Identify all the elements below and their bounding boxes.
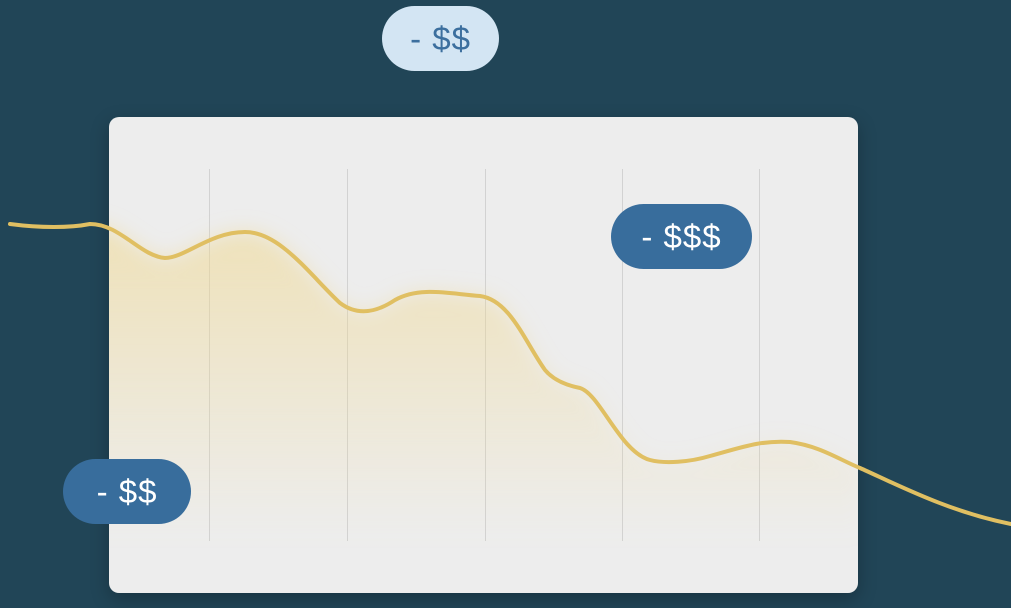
price-tag-top-label: - $$ bbox=[410, 19, 471, 57]
price-tag-right-label: - $$$ bbox=[641, 217, 722, 255]
grid-line bbox=[209, 169, 210, 541]
price-tag-left: - $$ bbox=[63, 459, 191, 524]
chart-card bbox=[109, 117, 858, 593]
grid-line bbox=[759, 169, 760, 541]
price-tag-top: - $$ bbox=[382, 6, 499, 71]
price-tag-right: - $$$ bbox=[611, 204, 752, 269]
grid-line bbox=[485, 169, 486, 541]
grid-line bbox=[347, 169, 348, 541]
price-tag-left-label: - $$ bbox=[96, 472, 158, 510]
